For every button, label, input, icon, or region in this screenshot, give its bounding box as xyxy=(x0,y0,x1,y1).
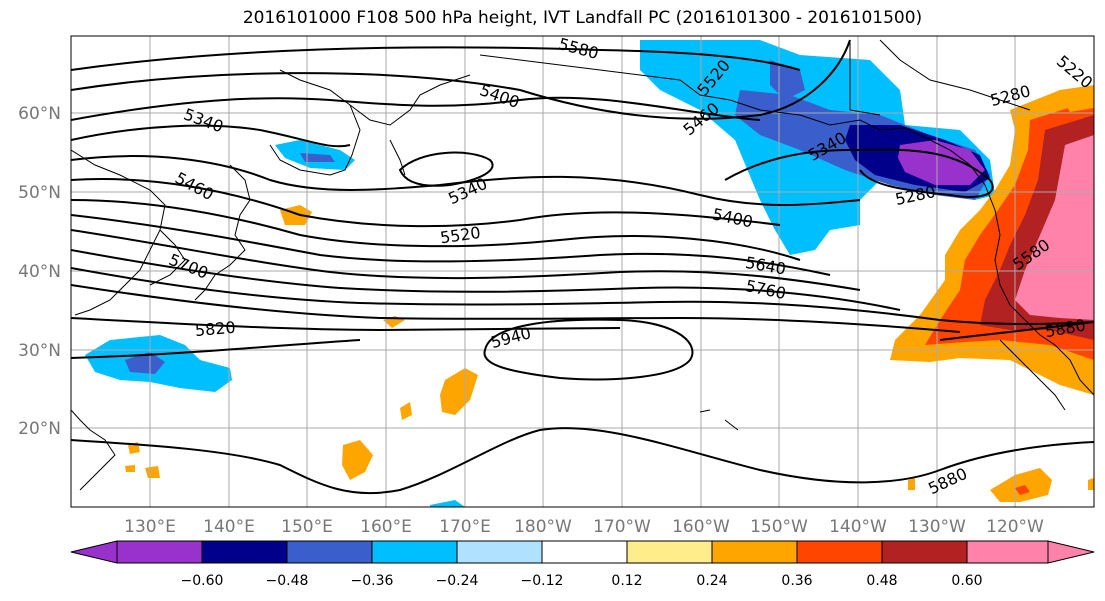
contour-label: 5820 xyxy=(194,318,236,340)
colorbar-tick-label: −0.60 xyxy=(181,573,224,589)
colorbar-segment xyxy=(286,540,373,564)
lon-label: 150°E xyxy=(281,517,333,537)
colorbar-tick-label: 0.24 xyxy=(696,573,727,589)
lon-label: 130°E xyxy=(124,517,176,537)
colorbar-tick-label: 0.48 xyxy=(866,573,897,589)
colorbar-segment xyxy=(881,540,968,564)
colorbar-extend-max xyxy=(1047,540,1095,564)
lat-label: 50°N xyxy=(18,183,61,203)
positive-anomaly-region xyxy=(440,368,478,415)
colorbar-tick-label: −0.12 xyxy=(521,573,564,589)
map-title: 2016101000 F108 500 hPa height, IVT Land… xyxy=(242,8,923,28)
colorbar-tick-label: −0.36 xyxy=(351,573,394,589)
positive-anomaly-region xyxy=(125,442,160,478)
lon-label: 170°W xyxy=(593,517,651,537)
map-content: 5580 5520 5460 5400 5340 5340 5280 5220 … xyxy=(71,36,1094,507)
lon-label: 140°E xyxy=(203,517,255,537)
lat-label: 60°N xyxy=(18,104,61,124)
colorbar-tick-label: −0.48 xyxy=(266,573,309,589)
colorbar xyxy=(70,540,1095,564)
lon-label: 160°E xyxy=(360,517,412,537)
lon-label: 140°W xyxy=(829,517,887,537)
colorbar-segment xyxy=(116,540,203,564)
positive-anomaly-region xyxy=(1015,135,1094,320)
negative-anomaly-region xyxy=(125,352,165,374)
lon-label: 180°W xyxy=(514,517,572,537)
colorbar-segment xyxy=(541,540,628,564)
colorbar-segment xyxy=(966,540,1049,564)
colorbar-segment xyxy=(626,540,713,564)
colorbar-tick-label: 0.12 xyxy=(611,573,642,589)
colorbar-segment xyxy=(456,540,543,564)
colorbar-segment xyxy=(796,540,883,564)
lat-label: 20°N xyxy=(18,419,61,439)
negative-anomaly-region xyxy=(430,500,465,507)
lon-label: 130°W xyxy=(908,517,966,537)
colorbar-labels: −0.60 −0.48 −0.36 −0.24 −0.12 0.12 0.24 … xyxy=(181,573,983,589)
lon-label: 160°W xyxy=(672,517,730,537)
longitude-labels: 130°E 140°E 150°E 160°E 170°E 180°W 170°… xyxy=(124,517,1044,537)
colorbar-segment xyxy=(201,540,288,564)
lon-label: 170°E xyxy=(439,517,491,537)
colorbar-tick-label: 0.36 xyxy=(781,573,812,589)
lon-label: 150°W xyxy=(750,517,808,537)
colorbar-tick-label: 0.60 xyxy=(951,573,982,589)
height-contours xyxy=(71,39,1094,495)
positive-anomaly-region xyxy=(1015,485,1030,495)
positive-anomaly-region xyxy=(342,440,373,480)
colorbar-tick-label: −0.24 xyxy=(436,573,479,589)
map-frame xyxy=(70,35,1095,508)
ivt-shading xyxy=(85,40,1094,507)
lon-label: 120°W xyxy=(986,517,1044,537)
negative-anomaly-region xyxy=(300,153,335,162)
positive-anomaly-region xyxy=(990,468,1052,502)
lat-label: 40°N xyxy=(18,262,61,282)
latitude-labels: 60°N 50°N 40°N 30°N 20°N xyxy=(18,104,61,439)
colorbar-segment xyxy=(711,540,798,564)
positive-anomaly-region xyxy=(400,402,412,420)
colorbar-extend-min xyxy=(70,540,118,564)
positive-anomaly-region xyxy=(1060,88,1094,112)
lat-label: 30°N xyxy=(18,341,61,361)
colorbar-segment xyxy=(371,540,458,564)
